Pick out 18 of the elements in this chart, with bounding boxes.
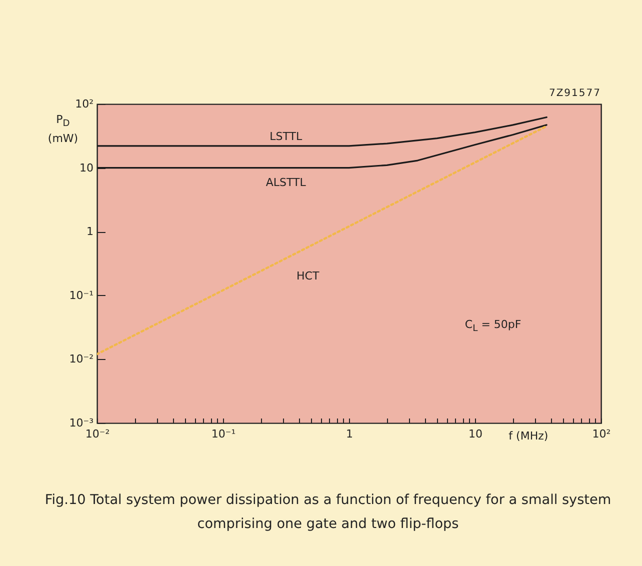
text: Fig.10 Total system power dissipation as a function of frequency for a small system comprising one gate and two flip-flops <box>44 491 612 534</box>
series-label: LSTTL <box>270 130 303 143</box>
x-tick-label: 10² <box>592 428 611 440</box>
series-label: ALSTTL <box>266 176 307 189</box>
x-axis-title: f (MHz) <box>508 430 548 442</box>
y-tick-label: 10⁻¹ <box>69 288 94 302</box>
x-tick-label: 10 <box>468 428 482 440</box>
x-tick-label: 1 <box>346 428 353 440</box>
series-label: HCT <box>296 269 320 282</box>
x-tick-label: 10⁻¹ <box>211 428 236 440</box>
y-tick-label: 1 <box>86 225 94 238</box>
text: 7Z91577 <box>548 88 601 99</box>
y-tick-label: 10⁻³ <box>69 416 94 430</box>
y-tick-label: 10² <box>75 98 94 110</box>
y-tick-label: 10⁻² <box>69 352 94 366</box>
annotation: C$_{L}$ = 50pF <box>464 318 522 334</box>
y-axis-title: P$_{D}$ (mW) <box>46 112 80 146</box>
y-tick-label: 10 <box>80 161 94 174</box>
